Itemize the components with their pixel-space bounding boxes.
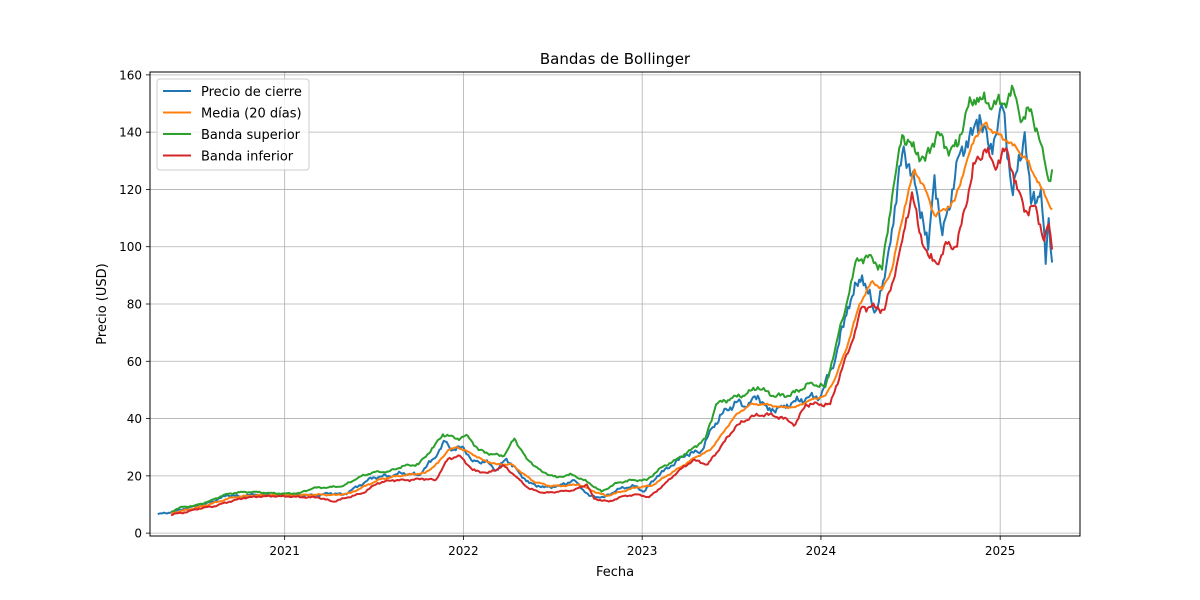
x-tick-label: 2025 bbox=[985, 544, 1016, 558]
y-tick-label: 120 bbox=[119, 183, 142, 197]
legend-box bbox=[156, 78, 310, 171]
legend-label-media: Media (20 días) bbox=[201, 107, 302, 122]
y-tick-label: 80 bbox=[127, 298, 142, 312]
legend: Precio de cierre Media (20 días) Banda s… bbox=[156, 78, 310, 171]
x-axis-label: Fecha bbox=[596, 565, 634, 580]
y-tick-label: 40 bbox=[127, 412, 142, 426]
y-tick-label: 20 bbox=[127, 469, 142, 483]
legend-label-inferior: Banda inferior bbox=[201, 150, 294, 165]
legend-label-precio: Precio de cierre bbox=[201, 85, 302, 100]
series-lines bbox=[157, 84, 1054, 516]
chart-title: Bandas de Bollinger bbox=[540, 50, 691, 68]
y-tick-label: 100 bbox=[119, 240, 142, 254]
x-tick-label: 2021 bbox=[269, 544, 300, 558]
y-axis-label: Precio (USD) bbox=[95, 263, 110, 344]
y-tick-label: 60 bbox=[127, 355, 142, 369]
legend-label-superior: Banda superior bbox=[201, 128, 301, 143]
axis-ticks: 0 20 40 60 80 100 120 140 160 2021 2022 2023 2024 202… bbox=[119, 68, 1015, 558]
series-line-banda-inferior bbox=[170, 146, 1054, 516]
series-line-banda-superior bbox=[170, 84, 1054, 513]
x-tick-label: 2022 bbox=[448, 544, 479, 558]
series-line-media-20-d-as bbox=[170, 121, 1053, 514]
y-tick-label: 160 bbox=[119, 68, 142, 82]
x-tick-label: 2024 bbox=[806, 544, 837, 558]
x-tick-label: 2023 bbox=[627, 544, 658, 558]
y-tick-label: 140 bbox=[119, 126, 142, 140]
y-tick-label: 0 bbox=[134, 527, 142, 541]
